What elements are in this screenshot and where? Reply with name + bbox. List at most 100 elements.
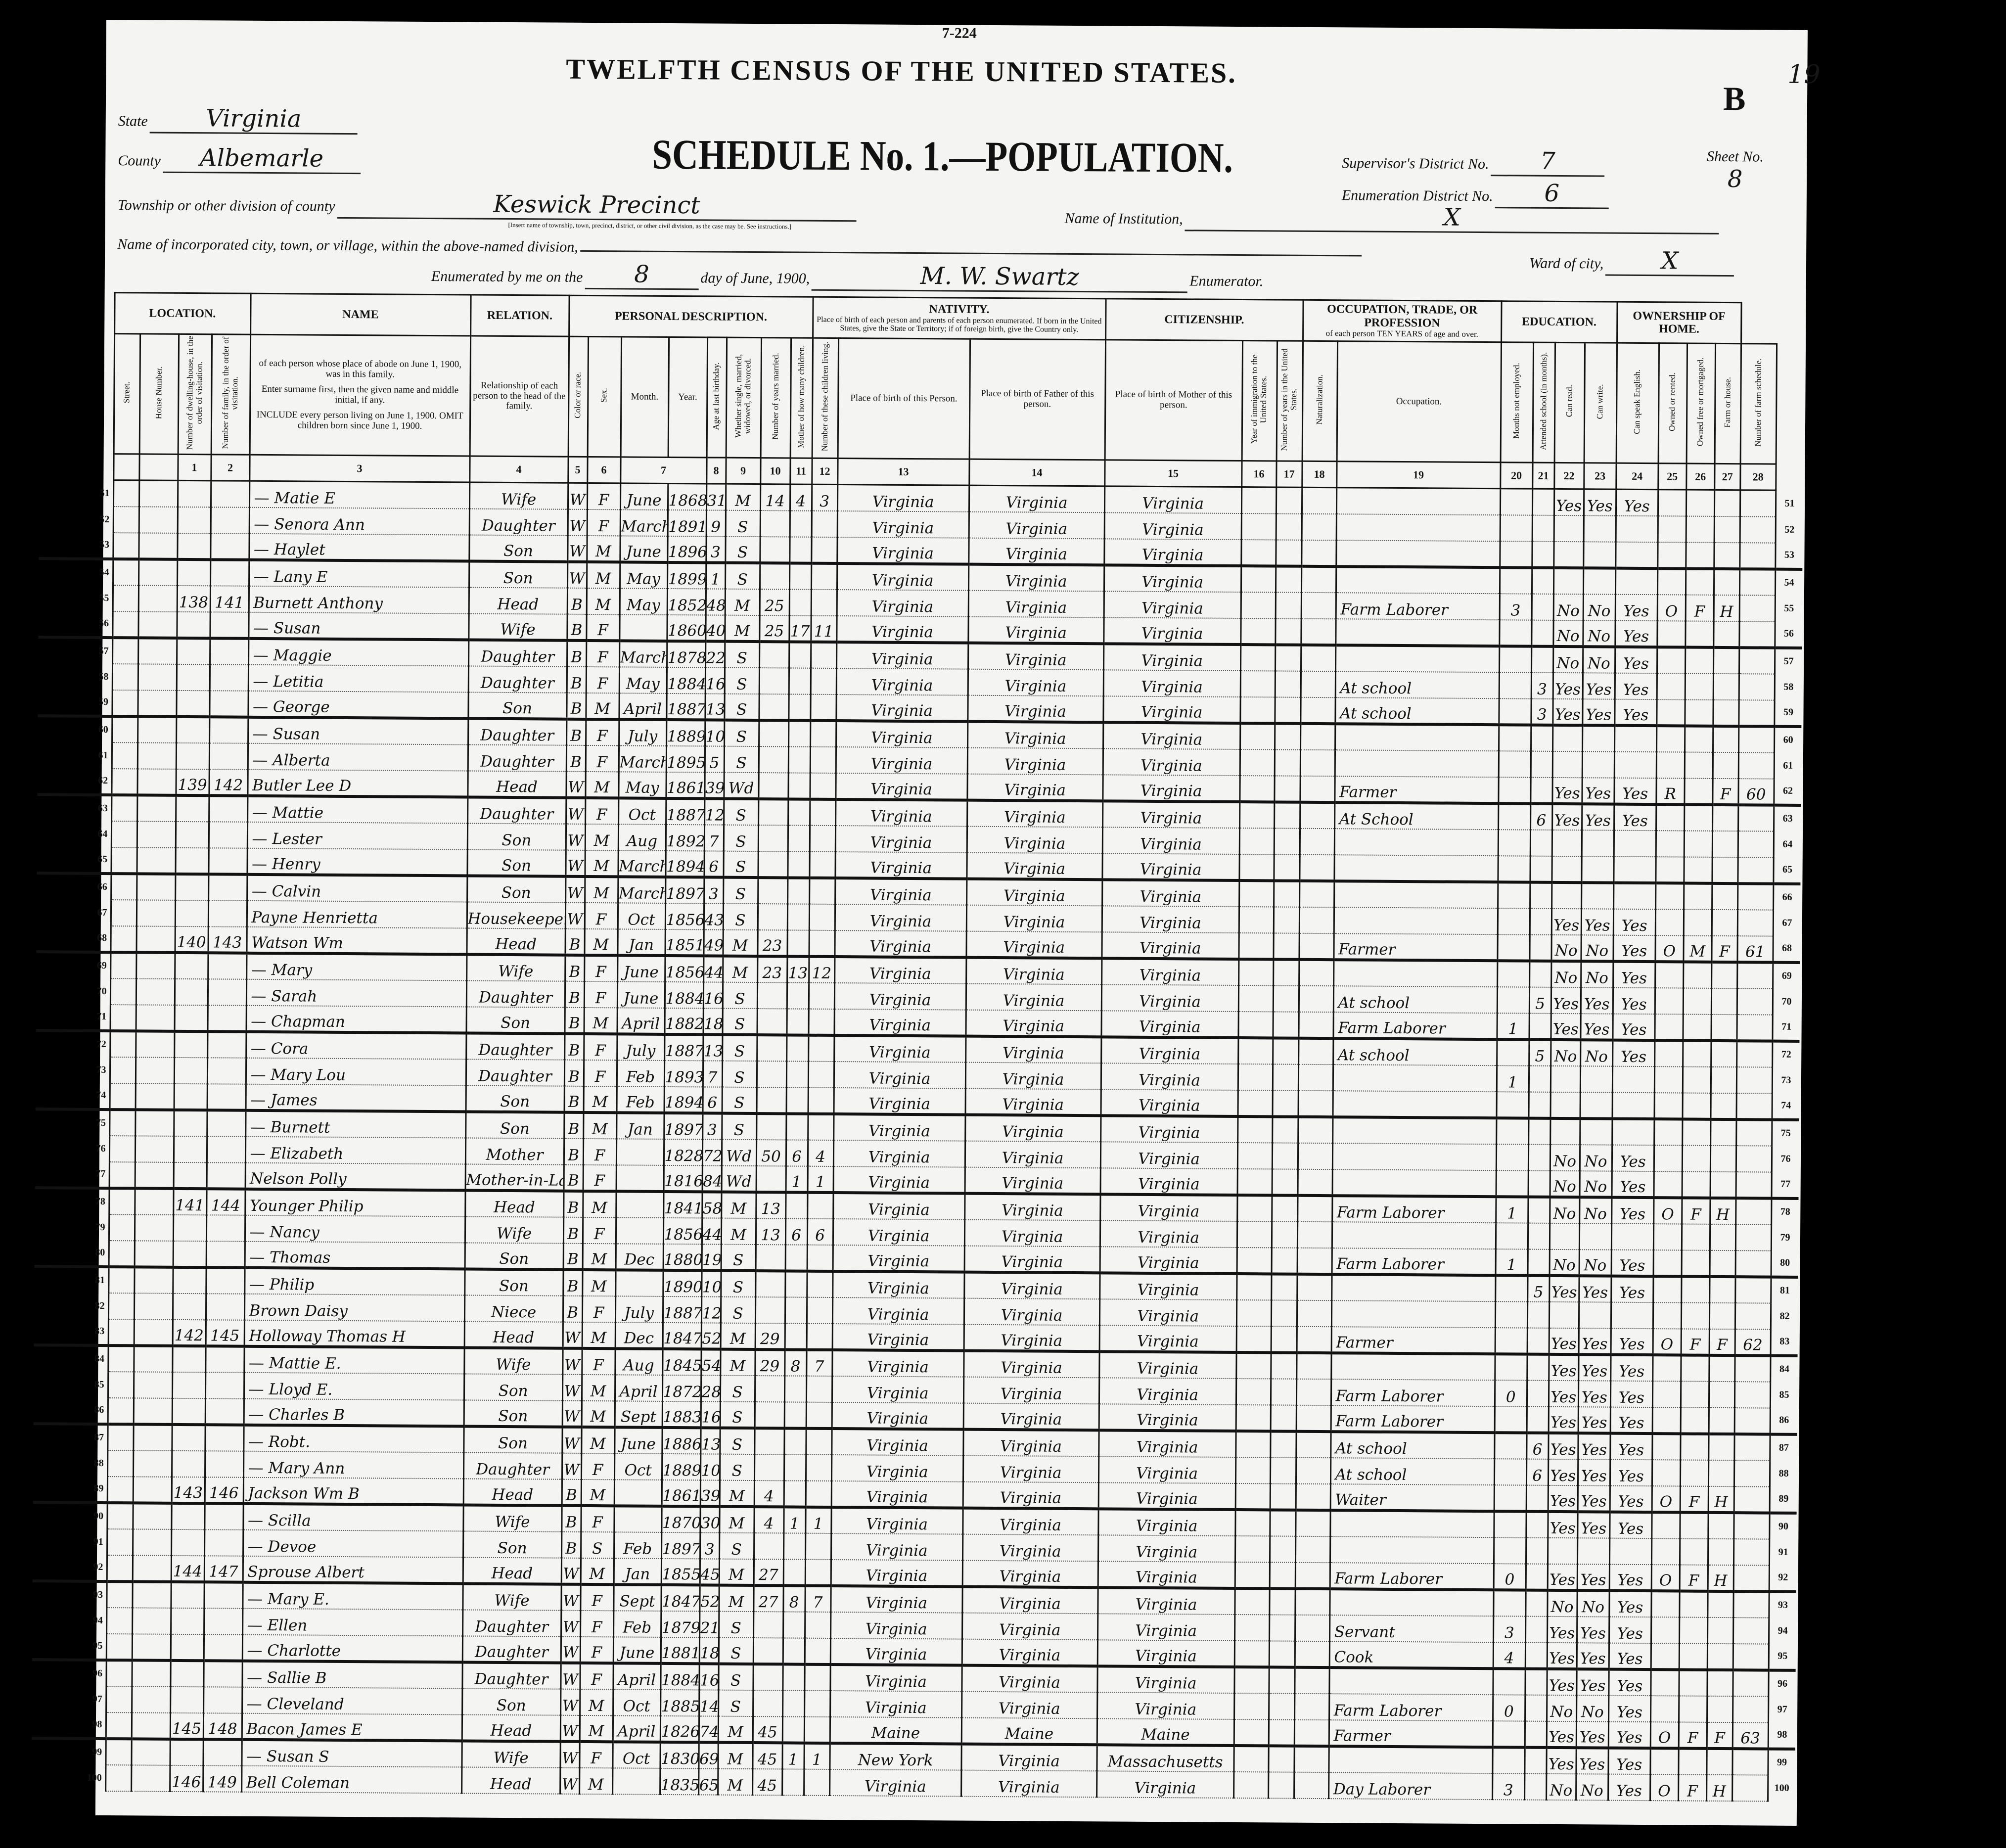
cell-house (133, 1476, 172, 1503)
cell-mortgage (1684, 857, 1712, 883)
cell-farm-num (1737, 831, 1774, 858)
cell-living (809, 904, 835, 930)
cell-dwelling: 141 (173, 1188, 207, 1215)
cell-immigration (1237, 1195, 1272, 1221)
header-group-title: PERSONAL DESCRIPTION. (614, 310, 768, 323)
column-number: 28 (1740, 463, 1776, 491)
cell-school (1528, 1223, 1550, 1249)
cell-year: 1889 (662, 1453, 701, 1480)
cell-owned (1655, 856, 1684, 883)
cell-mother-birth: Virginia (1099, 1325, 1237, 1352)
cell-immigration (1236, 1326, 1272, 1352)
margin-cell (1776, 464, 1803, 490)
cell-naturalization (1301, 513, 1337, 540)
cell-street (108, 1214, 135, 1241)
cell-mother-of (789, 589, 812, 616)
cell-father-birth: Virginia (961, 1639, 1098, 1666)
cell-write: No (1576, 1695, 1609, 1722)
cell-years-us (1270, 1431, 1296, 1458)
cell-house (133, 1502, 172, 1529)
cell-name: Bacon James E (241, 1713, 462, 1741)
cell-father-birth: Virginia (968, 538, 1104, 565)
cell-age: 18 (699, 1637, 719, 1664)
cell-yrs-married (760, 562, 790, 589)
cell-month: March (619, 640, 667, 667)
cell-month: Jan (616, 1112, 664, 1139)
cell-marital: S (724, 667, 760, 694)
cell-relation: Head (468, 587, 568, 614)
cell-write (1581, 882, 1614, 909)
cell-immigration (1237, 1063, 1273, 1090)
cell-farm-house (1713, 647, 1739, 674)
cell-month (619, 614, 667, 641)
cell-owned (1654, 1118, 1683, 1146)
cell-mortgage (1681, 1276, 1710, 1303)
cell-mortgage: F (1685, 595, 1714, 621)
cell-english (1609, 1538, 1652, 1565)
cell-family (207, 978, 247, 1006)
cell-english (1611, 1223, 1654, 1250)
cell-father-birth: Virginia (966, 905, 1102, 932)
cell-name: — Philip (244, 1267, 465, 1295)
cell-name: Holloway Thomas H (244, 1320, 464, 1347)
cell-mother-birth: Virginia (1104, 564, 1241, 592)
cell-father-birth: Virginia (968, 511, 1105, 539)
cell-mother-of (786, 1113, 808, 1140)
cell-naturalization (1295, 1588, 1330, 1615)
cell-year: 1861 (666, 772, 705, 798)
cell-street (105, 1712, 132, 1739)
header-col-name: of each person whose place of abode on J… (249, 334, 471, 457)
cell-family: 148 (203, 1712, 242, 1740)
cell-house (138, 611, 177, 638)
cell-sex: M (581, 1427, 615, 1453)
cell-unemployed (1497, 986, 1530, 1014)
header-col-dwelling: Number of dwelling-house, in the order o… (178, 334, 212, 455)
cell-farm-num (1739, 621, 1775, 648)
cell-relation: Son (463, 1530, 562, 1558)
cell-unemployed (1498, 803, 1531, 830)
cell-read: Yes (1552, 803, 1582, 830)
cell-relation: Head (461, 1714, 561, 1742)
cell-school: 5 (1529, 987, 1551, 1014)
cell-street (106, 1633, 133, 1660)
cell-relation: Head (461, 1766, 560, 1794)
cell-sex: M (584, 1007, 617, 1034)
cell-immigration (1235, 1483, 1271, 1510)
cell-month: Aug (615, 1348, 663, 1375)
cell-house (137, 716, 177, 743)
cell-name: Bell Coleman (241, 1765, 462, 1793)
cell-yrs-married (753, 1663, 783, 1690)
cell-read: Yes (1548, 1406, 1579, 1433)
enumerated-line: Enumerated by me on the 8 day of June, 1… (431, 259, 1264, 293)
cell-farm-house (1714, 542, 1740, 569)
cell-street (107, 1476, 134, 1503)
cell-dwelling (174, 978, 208, 1005)
cell-owned (1656, 699, 1685, 726)
cell-years-us (1269, 1588, 1295, 1615)
line-number-right: 55 (1784, 602, 1794, 614)
cell-mother-birth: Virginia (1100, 1141, 1238, 1169)
cell-mother-birth: Virginia (1098, 1456, 1236, 1483)
cell-street (110, 1030, 136, 1057)
line-number-right: 84 (1779, 1363, 1789, 1375)
cell-dwelling (174, 1031, 208, 1058)
ward-value: X (1605, 246, 1734, 277)
header-group-title: LOCATION. (149, 307, 216, 321)
cell-sex: F (581, 1453, 615, 1479)
cell-mother-of (786, 1061, 809, 1088)
cell-living (804, 1690, 830, 1717)
cell-immigration (1237, 1221, 1272, 1247)
cell-color: B (562, 1295, 583, 1322)
cell-write: Yes (1578, 1380, 1611, 1407)
cell-living (809, 878, 835, 904)
cell-read: Yes (1548, 1432, 1578, 1459)
line-number-left: 64 (97, 828, 108, 839)
cell-farm-house: F (1706, 1722, 1733, 1749)
cell-age: 54 (701, 1348, 721, 1376)
cell-marital: S (718, 1690, 753, 1716)
cell-yrs-married: 13 (756, 1192, 786, 1218)
cell-sex: M (581, 1374, 615, 1401)
cell-farm-house: H (1713, 595, 1740, 621)
cell-house (137, 873, 176, 900)
cell-naturalization (1299, 933, 1334, 960)
